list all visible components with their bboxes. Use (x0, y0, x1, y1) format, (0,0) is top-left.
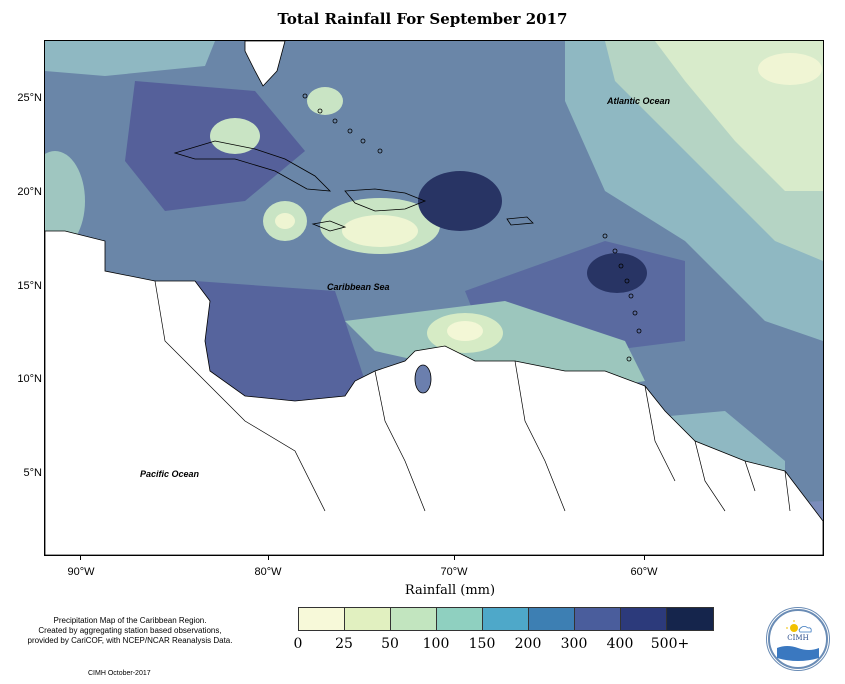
legend-label: 150 (468, 636, 496, 652)
legend-swatch (437, 608, 483, 630)
legend-label: 200 (514, 636, 542, 652)
legend-label: 400 (606, 636, 634, 652)
cimh-logo-icon (768, 609, 828, 669)
rainfall-atlantic-dry-patch (758, 53, 822, 85)
rainfall-jamaica-pale (275, 213, 295, 229)
island-chain-lesser-antilles (602, 233, 642, 362)
x-tick-mark (644, 555, 645, 560)
legend-label: 300 (560, 636, 588, 652)
legend-swatch (621, 608, 667, 630)
legend-swatch (529, 608, 575, 630)
legend-label: 50 (381, 636, 399, 652)
cimh-logo-name: CIMH (787, 634, 809, 642)
island-cuba (173, 140, 332, 192)
rainfall-puerto-rico-max (418, 171, 502, 231)
rainfall-central-america-dark (195, 281, 365, 411)
rainfall-leeward-max (587, 253, 647, 293)
label-caribbean-sea: Caribbean Sea (327, 282, 390, 292)
caption-line: Created by aggregating station based obs… (38, 626, 222, 635)
cimh-logo: CIMH (766, 607, 830, 671)
island-hispaniola (344, 188, 427, 212)
legend-swatch (575, 608, 621, 630)
rainfall-hispaniola-pale (342, 215, 418, 247)
island-chain-bahamas (302, 93, 383, 154)
land-florida (244, 41, 286, 87)
rainfall-gulf-band (45, 41, 215, 76)
rainfall-cuba-light (210, 118, 260, 154)
label-atlantic-ocean: Atlantic Ocean (607, 96, 671, 106)
y-tick-label: 20°N (17, 186, 42, 198)
legend-label: 0 (293, 636, 303, 652)
x-tick-label: 70°W (440, 566, 468, 578)
rainfall-bahamas-light (307, 87, 343, 115)
y-tick-label: 15°N (17, 280, 42, 292)
rainfall-map: Atlantic Ocean Caribbean Sea Pacific Oce… (44, 40, 824, 556)
rainfall-south-caribbean-band (345, 301, 645, 391)
x-tick-mark (268, 555, 269, 560)
y-tick-label: 10°N (17, 373, 42, 385)
lake-maracaibo (414, 364, 432, 394)
caption-line: provided by CariCOF, with NCEP/NCAR Rean… (27, 636, 233, 645)
x-tick-label: 60°W (630, 566, 658, 578)
country-borders (154, 280, 791, 512)
legend-label: 25 (335, 636, 353, 652)
map-title: Total Rainfall For September 2017 (277, 10, 568, 28)
island-puerto-rico (506, 216, 534, 226)
rainfall-south-caribbean-pale (447, 321, 483, 341)
caption-line: Precipitation Map of the Caribbean Regio… (53, 616, 207, 625)
legend-title: Rainfall (mm) (404, 583, 496, 598)
credit-text: CIMH October-2017 (88, 670, 151, 677)
x-tick-label: 80°W (254, 566, 282, 578)
legend-swatch (667, 608, 713, 630)
legend-swatch (345, 608, 391, 630)
y-tick-label: 25°N (17, 92, 42, 104)
x-tick-label: 90°W (67, 566, 95, 578)
y-tick-label: 5°N (23, 467, 42, 479)
x-tick-mark (454, 555, 455, 560)
legend-swatch (391, 608, 437, 630)
legend-swatch (483, 608, 529, 630)
rainfall-yucatan-band (45, 151, 85, 251)
label-pacific-ocean: Pacific Ocean (140, 469, 200, 479)
map-caption: Precipitation Map of the Caribbean Regio… (10, 616, 250, 646)
island-jamaica (311, 220, 347, 232)
rainfall-legend (298, 607, 714, 631)
rainfall-map-svg (45, 41, 823, 555)
legend-label: 500+ (650, 636, 690, 652)
land-central-south-america (45, 230, 823, 555)
x-tick-mark (80, 555, 81, 560)
legend-label: 100 (422, 636, 450, 652)
legend-swatch (299, 608, 345, 630)
